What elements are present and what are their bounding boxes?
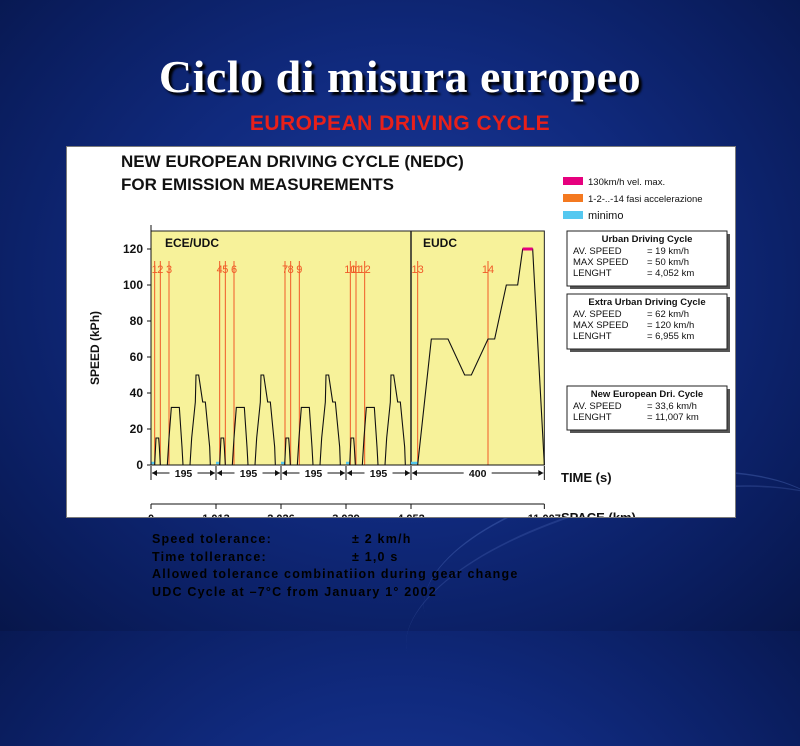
time-segment-label: 195 xyxy=(175,468,193,480)
phase-marker-label: 13 xyxy=(412,264,424,276)
y-tick-label: 120 xyxy=(123,242,143,256)
legend-label: minimo xyxy=(588,210,623,222)
time-segment-arrow xyxy=(412,470,417,476)
note-row: Allowed tolerance combinatiion during ge… xyxy=(152,566,752,584)
time-segment-label-bg xyxy=(234,466,263,479)
space-tick-label: 2,026 xyxy=(267,513,295,517)
phase-marker-label: 14 xyxy=(482,264,494,276)
chart-panel: NEW EUROPEAN DRIVING CYCLE (NEDC) FOR EMI… xyxy=(66,146,736,518)
tolerance-notes: Speed tolerance: ± 2 km/h Time tollerance… xyxy=(152,531,752,601)
y-tick-label: 20 xyxy=(130,422,144,436)
nedc-chart: NEW EUROPEAN DRIVING CYCLE (NEDC) FOR EMI… xyxy=(88,152,730,517)
y-axis-label: SPEED (kPh) xyxy=(88,311,102,385)
info-box-value: = 6,955 km xyxy=(647,331,694,342)
time-segment-label: 195 xyxy=(305,468,323,480)
phase-marker-label: 6 xyxy=(231,264,237,276)
info-box-key: MAX SPEED xyxy=(573,320,629,331)
info-box-title: Urban Driving Cycle xyxy=(602,234,693,245)
phase-marker-label: 2 xyxy=(157,264,163,276)
phase-marker-label: 7 xyxy=(282,264,288,276)
y-tick-label: 80 xyxy=(130,314,144,328)
space-tick-label: 3,039 xyxy=(332,513,360,517)
space-tick-label: 1,013 xyxy=(202,513,230,517)
time-segment-arrow xyxy=(275,470,280,476)
phase-marker-label: 10 xyxy=(344,264,356,276)
note-row: UDC Cycle at –7°C from January 1° 2002 xyxy=(152,584,752,602)
phase-marker-label: 3 xyxy=(166,264,172,276)
time-segment-label: 195 xyxy=(370,468,388,480)
legend-swatch xyxy=(563,177,583,185)
phase-marker-label: 1 xyxy=(152,264,158,276)
note-value: ± 1,0 s xyxy=(352,549,399,564)
info-box-value: = 50 km/h xyxy=(647,257,689,268)
time-segment-arrow xyxy=(538,470,544,476)
section-eudc-area xyxy=(410,230,545,466)
slide-subtitle: EUROPEAN DRIVING CYCLE xyxy=(249,112,551,135)
info-box-key: AV. SPEED xyxy=(573,401,622,412)
legend-label: 130km/h vel. max. xyxy=(588,177,665,188)
y-tick-label: 40 xyxy=(130,386,144,400)
info-box-value: = 33,6 km/h xyxy=(647,401,697,412)
phase-marker-label: 11 xyxy=(350,264,361,276)
chart-subtitle: FOR EMISSION MEASUREMENTS xyxy=(121,175,394,194)
note-label: Time tollerance: xyxy=(152,549,267,564)
info-box-title: Extra Urban Driving Cycle xyxy=(588,297,705,308)
info-box-value: = 19 km/h xyxy=(647,246,689,257)
time-segment-arrow xyxy=(405,470,410,476)
info-box xyxy=(566,230,728,287)
y-tick-label: 100 xyxy=(123,278,143,292)
info-box-value: = 62 km/h xyxy=(647,309,689,320)
space-tick-label: 4,052 xyxy=(397,513,425,517)
info-box-value: = 120 km/h xyxy=(647,320,694,331)
time-segment-label-bg xyxy=(364,466,393,479)
info-box xyxy=(566,385,728,431)
y-tick-label: 60 xyxy=(130,350,144,364)
note-row: Time tollerance: ± 1,0 s xyxy=(152,549,752,567)
info-box-value: = 4,052 km xyxy=(647,268,694,279)
section-label: ECE/UDC xyxy=(165,236,219,250)
phase-marker-label: 4 xyxy=(217,264,223,276)
section-label: EUDC xyxy=(423,236,457,250)
space-axis-label: SPACE (km) xyxy=(561,510,636,517)
info-box-key: LENGHT xyxy=(573,331,612,342)
time-segment-arrow xyxy=(152,470,157,476)
info-box-key: LENGHT xyxy=(573,268,612,279)
time-segment-label: 195 xyxy=(240,468,258,480)
legend-label: 1-2-..-14 fasi accelerazione xyxy=(588,194,703,205)
legend-swatch xyxy=(563,194,583,202)
info-box-key: AV. SPEED xyxy=(573,246,622,257)
time-segment-arrow xyxy=(347,470,352,476)
info-box-key: MAX SPEED xyxy=(573,257,629,268)
info-box-key: AV. SPEED xyxy=(573,309,622,320)
note-label: UDC Cycle at –7°C from January 1° 2002 xyxy=(152,584,437,599)
phase-marker-label: 9 xyxy=(296,264,302,276)
phase-marker-label: 12 xyxy=(359,264,371,276)
info-box xyxy=(566,293,728,350)
time-segment-arrow xyxy=(340,470,345,476)
legend-swatch xyxy=(563,211,583,219)
note-label: Allowed tolerance combinatiion during ge… xyxy=(152,567,519,581)
time-axis-label: TIME (s) xyxy=(561,470,612,485)
time-segment-arrow xyxy=(282,470,287,476)
time-segment-label-bg xyxy=(299,466,328,479)
section-ece-udc-area xyxy=(150,230,412,466)
time-segment-label: 400 xyxy=(469,468,487,480)
info-box-value: = 11,007 km xyxy=(647,412,699,423)
chart-title: NEW EUROPEAN DRIVING CYCLE (NEDC) xyxy=(121,152,464,171)
time-segment-label-bg xyxy=(463,466,492,479)
space-tick-label: 11,007 xyxy=(528,513,561,517)
time-segment-arrow xyxy=(217,470,222,476)
slide-title: Ciclo di misura europeo xyxy=(158,51,642,102)
time-segment-arrow xyxy=(210,470,215,476)
time-segment-label-bg xyxy=(169,466,198,479)
note-value: ± 2 km/h xyxy=(352,532,412,546)
phase-marker-label: 5 xyxy=(222,264,228,276)
phase-marker-label: 8 xyxy=(288,264,294,276)
note-row: Speed tolerance: ± 2 km/h xyxy=(152,531,752,549)
info-box-title: New European Dri. Cycle xyxy=(591,389,703,400)
space-tick-label: 0 xyxy=(148,513,154,517)
info-box-key: LENGHT xyxy=(573,412,612,423)
note-label: Speed tolerance: xyxy=(152,532,272,546)
y-tick-label: 0 xyxy=(136,458,143,472)
